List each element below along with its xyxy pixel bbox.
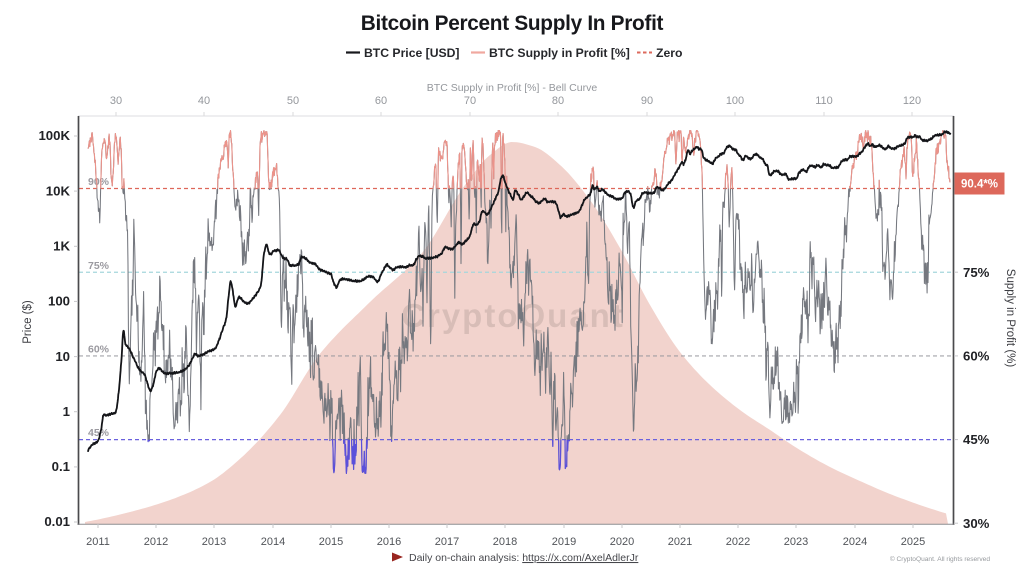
svg-text:2017: 2017 bbox=[435, 536, 459, 548]
svg-text:60%: 60% bbox=[88, 343, 110, 355]
svg-text:30%: 30% bbox=[963, 516, 990, 531]
svg-text:2012: 2012 bbox=[144, 536, 168, 548]
svg-text:2016: 2016 bbox=[377, 536, 401, 548]
svg-text:Supply in Profit (%): Supply in Profit (%) bbox=[1004, 269, 1016, 368]
svg-text:75%: 75% bbox=[963, 265, 990, 280]
svg-text:45%: 45% bbox=[88, 427, 110, 439]
svg-text:BTC Supply in Profit [%] - Bel: BTC Supply in Profit [%] - Bell Curve bbox=[427, 82, 598, 94]
svg-text:110: 110 bbox=[815, 95, 833, 107]
svg-text:90%: 90% bbox=[88, 176, 110, 188]
svg-text:2022: 2022 bbox=[726, 536, 750, 548]
svg-text:2021: 2021 bbox=[668, 536, 692, 548]
svg-text:2020: 2020 bbox=[610, 536, 634, 548]
svg-text:0.01: 0.01 bbox=[44, 514, 70, 529]
svg-text:Zero: Zero bbox=[656, 46, 682, 60]
svg-text:60: 60 bbox=[375, 95, 387, 107]
svg-text:100: 100 bbox=[48, 294, 70, 309]
svg-text:1: 1 bbox=[63, 404, 70, 419]
svg-text:70: 70 bbox=[464, 95, 476, 107]
svg-text:80: 80 bbox=[552, 95, 564, 107]
svg-text:2011: 2011 bbox=[86, 536, 110, 548]
svg-text:2013: 2013 bbox=[202, 536, 226, 548]
svg-text:90: 90 bbox=[641, 95, 653, 107]
svg-text:45%: 45% bbox=[963, 432, 990, 447]
svg-text:50: 50 bbox=[287, 95, 299, 107]
svg-text:BTC Price [USD]: BTC Price [USD] bbox=[364, 46, 459, 60]
svg-text:100: 100 bbox=[726, 95, 744, 107]
svg-text:0.1: 0.1 bbox=[52, 459, 70, 474]
svg-text:100K: 100K bbox=[38, 128, 70, 143]
svg-text:BTC Supply in Profit [%]: BTC Supply in Profit [%] bbox=[489, 46, 630, 60]
svg-text:2014: 2014 bbox=[261, 536, 285, 548]
svg-text:30: 30 bbox=[110, 95, 122, 107]
svg-text:40: 40 bbox=[198, 95, 210, 107]
svg-text:Price ($): Price ($) bbox=[22, 300, 34, 344]
svg-text:CryptoQuant: CryptoQuant bbox=[401, 297, 625, 334]
svg-text:1K: 1K bbox=[53, 239, 70, 254]
svg-text:90.4*%: 90.4*% bbox=[961, 179, 998, 191]
svg-text:10K: 10K bbox=[46, 183, 71, 198]
svg-text:75%: 75% bbox=[88, 260, 110, 272]
svg-text:2025: 2025 bbox=[901, 536, 925, 548]
svg-text:© CryptoQuant. All rights rese: © CryptoQuant. All rights reserved bbox=[890, 555, 990, 563]
svg-text:Bitcoin Percent Supply In Prof: Bitcoin Percent Supply In Profit bbox=[361, 12, 664, 35]
svg-text:10: 10 bbox=[55, 349, 70, 364]
svg-text:2019: 2019 bbox=[552, 536, 576, 548]
svg-text:2018: 2018 bbox=[493, 536, 517, 548]
svg-text:60%: 60% bbox=[963, 349, 990, 364]
svg-text:Daily on-chain analysis: https: Daily on-chain analysis: https://x.com/A… bbox=[409, 552, 639, 564]
svg-text:120: 120 bbox=[903, 95, 921, 107]
svg-text:2023: 2023 bbox=[784, 536, 808, 548]
svg-text:2015: 2015 bbox=[319, 536, 343, 548]
svg-text:2024: 2024 bbox=[843, 536, 867, 548]
